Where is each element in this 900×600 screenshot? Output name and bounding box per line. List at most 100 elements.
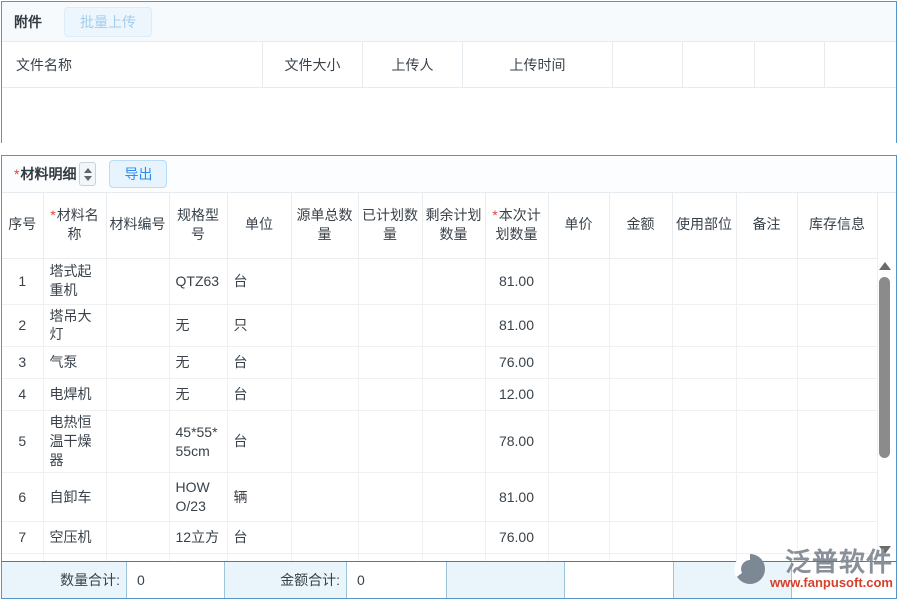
cell-this-plan-qty: 81.00 [485,304,549,348]
footer-empty-cell [447,562,565,598]
column-header-stock-info: 库存信息 [797,193,878,259]
cell-seq: 8 [2,553,44,561]
scrollbar-thumb[interactable] [879,277,890,458]
cell-this-plan-qty: 76.00 [485,346,549,380]
table-row[interactable]: 6 自卸车 HOWO/23 辆 81.00 [2,472,878,522]
materials-panel: * 材料明细 导出 序号 *材料名称 材 [1,155,897,599]
cell-unit: 辆 [227,472,292,522]
table-row[interactable]: 7 空压机 12立方 台 76.00 [2,521,878,554]
cell-material-name: 搅拌站 [43,553,107,561]
materials-title: 材料明细 [20,166,77,182]
column-header-source-total-qty: 源单总数量 [291,193,359,259]
footer-empty-cell [674,562,792,598]
column-header-empty [755,42,825,87]
cell-unit: 台 [227,553,292,561]
column-header-remaining-plan-qty: 剩余计划数量 [422,193,486,259]
cell-unit: 台 [227,378,292,412]
attachments-title: 附件 [14,13,42,30]
cell-seq: 1 [2,258,44,305]
footer-empty-cell [792,562,896,598]
cell-seq: 5 [2,410,44,473]
qty-total-label: 数量合计: [2,562,127,598]
table-row[interactable]: 4 电焊机 无 台 12.00 [2,378,878,412]
cell-material-name: 电热恒温干燥器 [43,410,107,473]
cell-seq: 2 [2,304,44,348]
materials-table-container: 序号 *材料名称 材料编号 规格型号 单位 源单总数量 已计划数量 剩余计划数量… [2,193,896,561]
column-header-this-plan-qty: *本次计划数量 [485,193,549,259]
cell-this-plan-qty: 12.00 [485,378,549,412]
cell-this-plan-qty: 78.00 [485,410,549,473]
cell-material-name: 塔吊大灯 [43,304,107,348]
cell-material-name: 塔式起重机 [43,258,107,305]
column-header-material-code: 材料编号 [106,193,170,259]
cell-unit: 台 [227,346,292,380]
vertical-scrollbar[interactable] [878,262,892,554]
cell-this-plan-qty: 76.00 [485,521,549,554]
column-header-empty [613,42,683,87]
column-header-uploader: 上传人 [363,42,463,87]
cell-seq: 6 [2,472,44,522]
sort-spinner-control[interactable] [79,162,97,186]
table-row[interactable]: 1 塔式起重机 QTZ63 台 81.00 [2,258,878,305]
table-row[interactable]: 8 搅拌站 0.5m3 台 23.00 [2,553,878,561]
column-header-amount: 金额 [609,193,673,259]
column-header-upload-time: 上传时间 [463,42,613,87]
cell-material-code [106,258,170,305]
column-header-material-name: *材料名称 [43,193,107,259]
table-row[interactable]: 3 气泵 无 台 76.00 [2,346,878,380]
column-header-planned-qty: 已计划数量 [358,193,423,259]
required-marker: * [14,166,20,182]
column-header-file-name: 文件名称 [2,42,263,87]
required-marker: * [50,206,56,223]
footer-empty-cell [565,562,674,598]
materials-table-header-row: 序号 *材料名称 材料编号 规格型号 单位 源单总数量 已计划数量 剩余计划数量… [2,193,878,259]
cell-spec: 无 [169,346,228,380]
cell-unit: 只 [227,304,292,348]
scroll-up-icon[interactable] [879,262,891,270]
cell-unit: 台 [227,410,292,473]
materials-header: * 材料明细 导出 [2,156,896,193]
cell-material-code [106,472,170,522]
attachments-table-body [2,88,896,144]
column-header-seq: 序号 [2,193,44,259]
cell-spec: 45*55*55cm [169,410,228,473]
cell-spec: 12立方 [169,521,228,554]
amount-total-label: 金额合计: [225,562,347,598]
attachments-table-header: 文件名称 文件大小 上传人 上传时间 [2,42,896,88]
cell-unit: 台 [227,521,292,554]
cell-this-plan-qty: 81.00 [485,258,549,305]
cell-spec: 0.5m3 [169,553,228,561]
cell-material-name: 电焊机 [43,378,107,412]
watermark-url: www.fanpusoft.com [769,575,893,590]
sort-down-icon [83,175,92,181]
cell-spec: HOWO/23 [169,472,228,522]
cell-spec: 无 [169,378,228,412]
cell-seq: 7 [2,521,44,554]
column-header-empty [825,42,896,87]
fanpu-logo-icon [734,553,765,584]
cell-material-name: 气泵 [43,346,107,380]
cell-material-code [106,304,170,348]
column-header-unit-price: 单价 [548,193,610,259]
scroll-down-icon[interactable] [879,546,891,554]
cell-material-name: 空压机 [43,521,107,554]
cell-this-plan-qty: 23.00 [485,553,549,561]
cell-material-code [106,521,170,554]
cell-material-code [106,346,170,380]
amount-total-value: 0 [347,562,447,598]
watermark: 泛普软件 www.fanpusoft.com [732,549,893,589]
qty-total-value: 0 [127,562,225,598]
table-row[interactable]: 2 塔吊大灯 无 只 81.00 [2,304,878,348]
column-header-empty [683,42,755,87]
cell-seq: 3 [2,346,44,380]
column-header-file-size: 文件大小 [263,42,363,87]
column-header-remark: 备注 [736,193,798,259]
table-row[interactable]: 5 电热恒温干燥器 45*55*55cm 台 78.00 [2,410,878,473]
cell-spec: QTZ63 [169,258,228,305]
attachments-header: 附件 批量上传 [2,2,896,42]
cell-material-code [106,410,170,473]
export-button[interactable]: 导出 [109,160,168,188]
attachments-panel: 附件 批量上传 文件名称 文件大小 上传人 上传时间 [1,1,897,144]
batch-upload-button[interactable]: 批量上传 [64,6,152,37]
